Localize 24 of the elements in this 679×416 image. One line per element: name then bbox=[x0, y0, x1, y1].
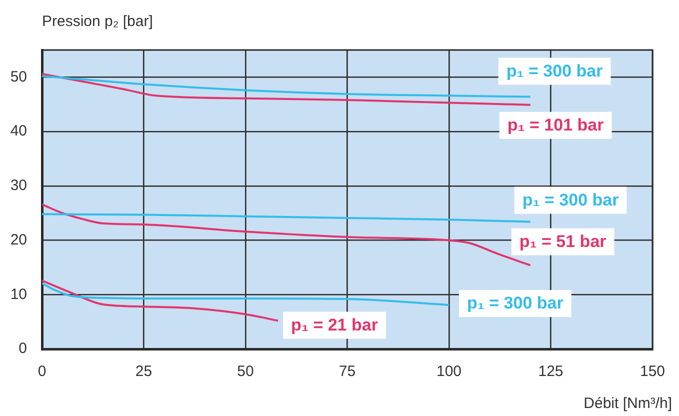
x-tick-label: 0 bbox=[38, 363, 46, 380]
y-tick-label: 10 bbox=[10, 286, 27, 303]
y-tick-label: 40 bbox=[10, 122, 27, 140]
series-label: p₁ = 300 bar bbox=[506, 61, 604, 80]
x-axis-title: Débit [Nm³/h] bbox=[584, 395, 672, 412]
x-tick-label: 125 bbox=[538, 363, 564, 380]
series-label: p₁ = 300 bar bbox=[522, 190, 620, 210]
series-label: p₁ = 101 bar bbox=[507, 116, 604, 135]
series-label: p₁ = 300 bar bbox=[466, 294, 564, 313]
y-tick-label: 20 bbox=[10, 231, 27, 248]
line-series bbox=[42, 280, 280, 322]
x-tick-label: 75 bbox=[338, 363, 356, 380]
y-axis-title: Pression p₂ [bar] bbox=[42, 13, 153, 30]
y-tick-label: 50 bbox=[10, 68, 27, 86]
x-tick-label: 25 bbox=[135, 363, 152, 380]
y-tick-label: 30 bbox=[10, 177, 27, 194]
series-label: p₁ = 21 bar bbox=[291, 315, 378, 334]
line-series bbox=[42, 213, 532, 223]
x-tick-label: 150 bbox=[640, 363, 665, 380]
x-tick-label: 50 bbox=[237, 363, 254, 380]
series-label: p₁ = 51 bar bbox=[519, 232, 607, 251]
line-series bbox=[42, 282, 450, 306]
y-tick-label: 0 bbox=[18, 340, 27, 358]
x-tick-label: 100 bbox=[436, 363, 462, 380]
